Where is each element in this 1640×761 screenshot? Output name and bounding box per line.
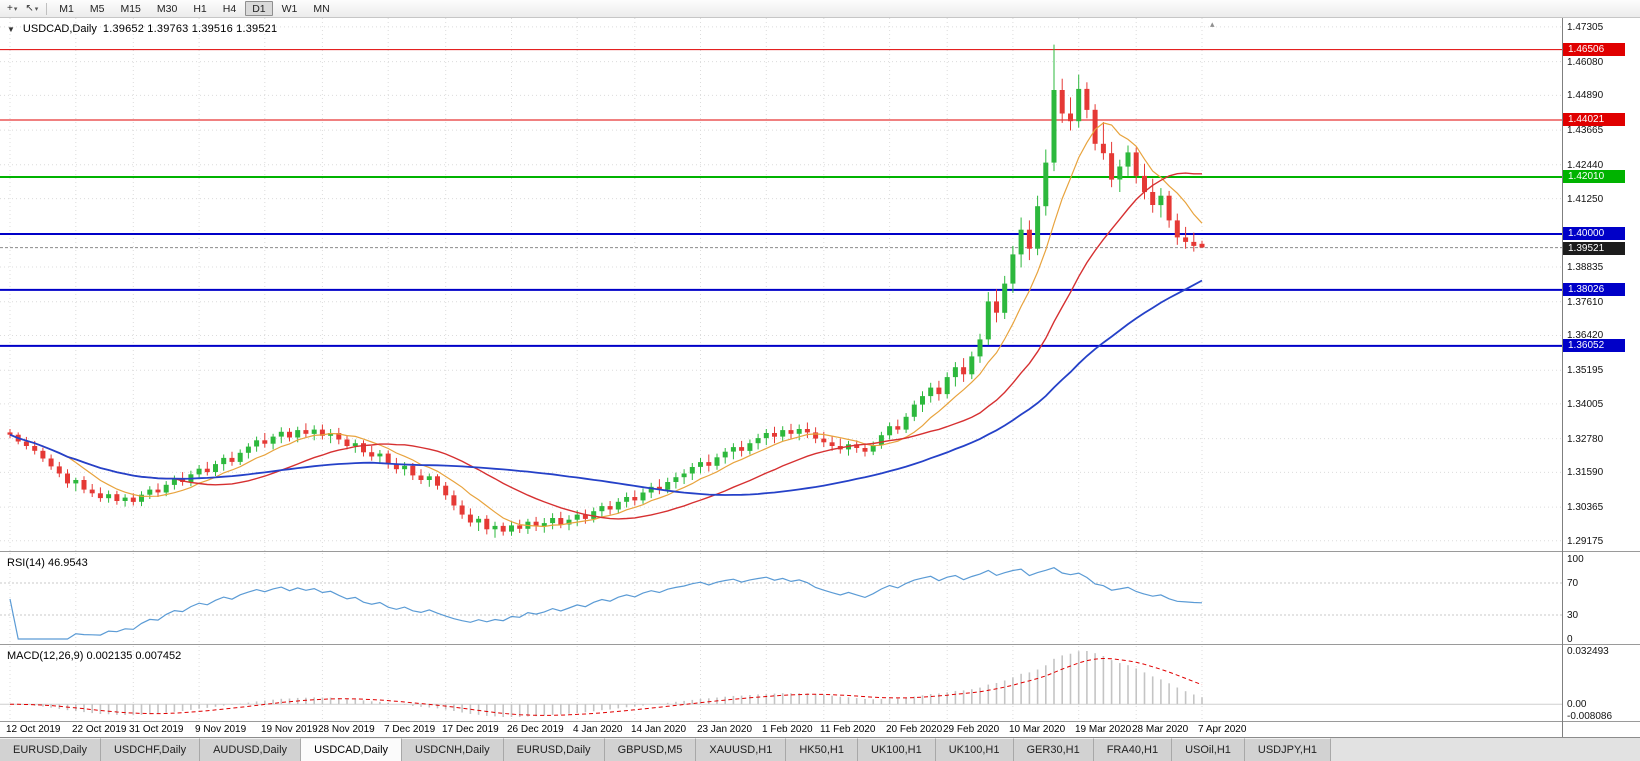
chart-title: ▼ USDCAD,Daily 1.39652 1.39763 1.39516 1… xyxy=(7,23,277,35)
price-chart-pane[interactable]: ▼ USDCAD,Daily 1.39652 1.39763 1.39516 1… xyxy=(0,18,1640,552)
chart-tab-uk100-h1[interactable]: UK100,H1 xyxy=(935,738,1014,761)
rsi-grid xyxy=(0,553,1562,644)
time-axis-label: 9 Nov 2019 xyxy=(195,724,247,735)
time-axis-label: 19 Nov 2019 xyxy=(261,724,318,735)
chart-tab-eurusd-daily[interactable]: EURUSD,Daily xyxy=(0,738,101,761)
ma-mid-line xyxy=(9,172,1202,520)
chart-tab-uk100-h1[interactable]: UK100,H1 xyxy=(857,738,936,761)
timeframe-button-mn[interactable]: MN xyxy=(313,3,330,15)
chart-tab-usoil-h1[interactable]: USOil,H1 xyxy=(1172,738,1245,761)
price-axis-separator xyxy=(1562,18,1563,737)
toolbar-separator xyxy=(46,2,48,15)
rsi-line xyxy=(9,567,1203,640)
timeframe-button-h4[interactable]: H4 xyxy=(222,3,237,15)
timeframe-button-m5[interactable]: M5 xyxy=(89,3,105,15)
chart-tab-hk50-h1[interactable]: HK50,H1 xyxy=(786,738,858,761)
time-axis-label: 14 Jan 2020 xyxy=(631,724,687,735)
ma-slow-line xyxy=(9,279,1203,496)
time-axis-label: 22 Oct 2019 xyxy=(72,724,127,735)
price-grid xyxy=(0,18,1562,551)
time-axis-label: 19 Mar 2020 xyxy=(1075,724,1132,735)
time-axis-label: 1 Feb 2020 xyxy=(762,724,813,735)
candles xyxy=(7,44,1205,538)
dropdown-caret-icon: ▾ xyxy=(34,5,39,13)
time-axis-label: 17 Dec 2019 xyxy=(442,724,499,735)
timeframe-button-d1[interactable]: D1 xyxy=(245,1,273,16)
chart-tab-gbpusd-m5[interactable]: GBPUSD,M5 xyxy=(604,738,697,761)
time-axis-label: 28 Nov 2019 xyxy=(318,724,375,735)
time-axis-label: 20 Feb 2020 xyxy=(886,724,943,735)
time-axis-label: 26 Dec 2019 xyxy=(507,724,564,735)
cursor-tool-icon: ↖ xyxy=(25,3,34,14)
time-axis-label: 23 Jan 2020 xyxy=(697,724,753,735)
timeframe-toolbar: + ▾ ↖ ▾ M1 M5 M15 M30 H1 H4 D1 W1 MN xyxy=(0,0,1640,18)
crosshair-tool[interactable]: + ▾ xyxy=(3,1,21,17)
timeframe-button-h1[interactable]: H1 xyxy=(193,3,207,15)
rsi-indicator-pane[interactable]: RSI(14) 46.9543 xyxy=(0,553,1640,645)
macd-indicator-pane[interactable]: MACD(12,26,9) 0.002135 0.007452 xyxy=(0,646,1640,722)
chart-tab-eurusd-daily[interactable]: EURUSD,Daily xyxy=(503,738,605,761)
time-axis-label: 11 Feb 2020 xyxy=(820,724,876,735)
time-axis[interactable]: 12 Oct 2019 22 Oct 2019 31 Oct 2019 9 Nov 2… xyxy=(0,722,1640,737)
chart-tab-audusd-daily[interactable]: AUDUSD,Daily xyxy=(200,738,302,761)
horizontal-level-lines[interactable] xyxy=(0,49,1562,347)
chart-symbol-label: USDCAD,Daily xyxy=(22,23,97,35)
chart-tab-xauusd-h1[interactable]: XAUUSD,H1 xyxy=(696,738,787,761)
cursor-tool[interactable]: ↖ ▾ xyxy=(21,1,42,17)
chart-tabs-bar: EURUSD,Daily USDCHF,Daily AUDUSD,Daily USDC… xyxy=(0,737,1640,761)
time-axis-label: 29 Feb 2020 xyxy=(943,724,1000,735)
timeframe-button-w1[interactable]: W1 xyxy=(281,3,298,15)
macd-grid xyxy=(0,646,1562,721)
chart-tab-usdcad-daily[interactable]: USDCAD,Daily xyxy=(301,738,403,761)
timeframe-button-m15[interactable]: M15 xyxy=(120,3,141,15)
dropdown-caret-icon: ▾ xyxy=(13,5,18,13)
rsi-chart xyxy=(0,553,1562,644)
candlestick-chart[interactable] xyxy=(0,18,1562,552)
chart-ohlc-values: 1.39652 1.39763 1.39516 1.39521 xyxy=(102,23,278,35)
macd-label: MACD(12,26,9) 0.002135 0.007452 xyxy=(7,650,182,662)
chart-tab-usdcnh-daily[interactable]: USDCNH,Daily xyxy=(402,738,504,761)
timeframe-button-m30[interactable]: M30 xyxy=(156,3,178,15)
time-axis-label: 28 Mar 2020 xyxy=(1132,724,1189,735)
time-axis-label: 12 Oct 2019 xyxy=(6,724,61,735)
time-axis-label: 31 Oct 2019 xyxy=(129,724,184,735)
chart-tab-ger30-h1[interactable]: GER30,H1 xyxy=(1013,738,1094,761)
time-axis-label: 4 Jan 2020 xyxy=(573,724,623,735)
ma-fast-line xyxy=(9,122,1203,528)
time-axis-label: 7 Dec 2019 xyxy=(384,724,436,735)
chart-tab-usdjpy-h1[interactable]: USDJPY,H1 xyxy=(1244,738,1332,761)
chart-tab-fra40-h1[interactable]: FRA40,H1 xyxy=(1093,738,1173,761)
chart-tab-usdchf-daily[interactable]: USDCHF,Daily xyxy=(100,738,201,761)
macd-chart xyxy=(0,646,1562,721)
crosshair-tool-icon: + xyxy=(7,3,13,14)
one-click-trading-arrow-icon[interactable]: ▼ xyxy=(7,24,15,34)
time-axis-label: 10 Mar 2020 xyxy=(1009,724,1066,735)
macd-histogram xyxy=(17,651,1203,717)
time-axis-label: 7 Apr 2020 xyxy=(1198,724,1247,735)
timeframe-button-m1[interactable]: M1 xyxy=(59,3,74,15)
chart-shift-marker[interactable]: ▴ xyxy=(1210,19,1215,29)
macd-signal-line xyxy=(9,657,1203,716)
rsi-label: RSI(14) 46.9543 xyxy=(7,557,88,569)
